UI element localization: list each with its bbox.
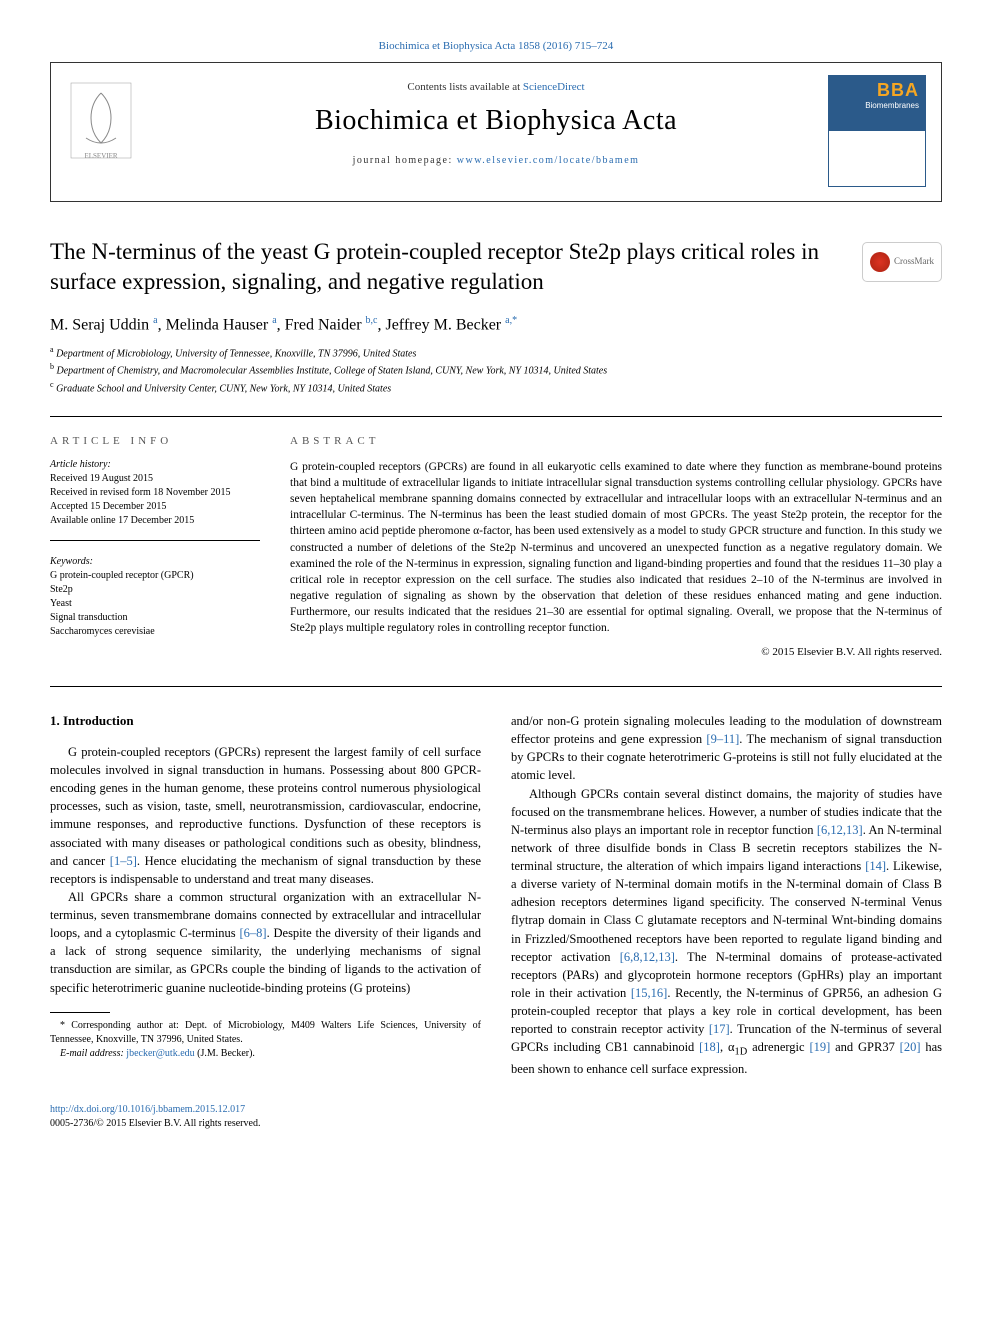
body-paragraph: Although GPCRs contain several distinct … — [511, 785, 942, 1078]
history-line: Received 19 August 2015 — [50, 472, 260, 486]
history-label: Article history: — [50, 459, 260, 470]
info-abstract-row: ARTICLE INFO Article history: Received 1… — [50, 417, 942, 686]
body-text: . Likewise, a diverse variety of N-termi… — [511, 859, 942, 964]
aff-sup: c — [50, 380, 54, 389]
aff-text: Department of Microbiology, University o… — [56, 348, 416, 359]
email-label: E-mail address: — [60, 1048, 126, 1059]
body-text: and GPR37 — [830, 1040, 899, 1054]
affiliation: b Department of Chemistry, and Macromole… — [50, 361, 942, 378]
svg-text:ELSEVIER: ELSEVIER — [84, 152, 117, 160]
title-text: The N-terminus of the yeast G protein-co… — [50, 239, 819, 294]
history-block: Article history: Received 19 August 2015… — [50, 459, 260, 541]
aff-sup: a — [50, 345, 54, 354]
history-line: Accepted 15 December 2015 — [50, 500, 260, 514]
header-center: Contents lists available at ScienceDirec… — [51, 63, 941, 166]
elsevier-logo: ELSEVIER — [66, 78, 136, 163]
keyword: Signal transduction — [50, 611, 260, 625]
bba-logo-subtitle: Biomembranes — [829, 101, 925, 110]
page-footer: http://dx.doi.org/10.1016/j.bbamem.2015.… — [50, 1103, 942, 1131]
history-line: Received in revised form 18 November 201… — [50, 486, 260, 500]
page: Biochimica et Biophysica Acta 1858 (2016… — [0, 0, 992, 1161]
email-suffix: (J.M. Becker). — [195, 1048, 255, 1059]
doi-link[interactable]: http://dx.doi.org/10.1016/j.bbamem.2015.… — [50, 1104, 245, 1115]
homepage-prefix: journal homepage: — [353, 155, 457, 166]
keywords-label: Keywords: — [50, 556, 260, 567]
article-title: The N-terminus of the yeast G protein-co… — [50, 237, 942, 297]
sciencedirect-link[interactable]: ScienceDirect — [523, 81, 585, 93]
citation-link[interactable]: [20] — [900, 1040, 921, 1054]
citation-link[interactable]: [14] — [865, 859, 886, 873]
body-text: , α — [720, 1040, 735, 1054]
author: Jeffrey M. Becker — [385, 316, 501, 333]
journal-homepage: journal homepage: www.elsevier.com/locat… — [51, 155, 941, 166]
email-line: E-mail address: jbecker@utk.edu (J.M. Be… — [50, 1047, 481, 1061]
citation-link[interactable]: [1–5] — [110, 854, 137, 868]
body-text: G protein-coupled receptors (GPCRs) repr… — [50, 745, 481, 868]
email-link[interactable]: jbecker@utk.edu — [126, 1048, 194, 1059]
author: Fred Naider — [285, 316, 362, 333]
author-sup: a,* — [505, 315, 517, 326]
author-sup: a — [272, 315, 276, 326]
top-journal-citation: Biochimica et Biophysica Acta 1858 (2016… — [50, 40, 942, 52]
author-sup: b,c — [366, 315, 378, 326]
keyword: Saccharomyces cerevisiae — [50, 625, 260, 639]
crossmark-icon — [870, 252, 890, 272]
aff-text: Department of Chemistry, and Macromolecu… — [57, 366, 608, 377]
bba-cover-thumbnail: BBA Biomembranes — [828, 75, 926, 187]
journal-header-box: ELSEVIER Contents lists available at Sci… — [50, 62, 942, 202]
author-sup: a — [153, 315, 157, 326]
aff-sup: b — [50, 362, 54, 371]
divider — [50, 686, 942, 687]
homepage-link[interactable]: www.elsevier.com/locate/bbamem — [457, 155, 640, 166]
body-paragraph: G protein-coupled receptors (GPCRs) repr… — [50, 743, 481, 888]
citation-link[interactable]: [18] — [699, 1040, 720, 1054]
aff-text: Graduate School and University Center, C… — [56, 383, 391, 394]
abstract-text: G protein-coupled receptors (GPCRs) are … — [290, 459, 942, 636]
affiliation: c Graduate School and University Center,… — [50, 379, 942, 396]
citation-link[interactable]: [19] — [809, 1040, 830, 1054]
keywords-block: Keywords: G protein-coupled receptor (GP… — [50, 556, 260, 651]
article-info-label: ARTICLE INFO — [50, 435, 260, 447]
affiliation: a Department of Microbiology, University… — [50, 344, 942, 361]
journal-name: Biochimica et Biophysica Acta — [51, 105, 941, 137]
copyright-line: © 2015 Elsevier B.V. All rights reserved… — [290, 646, 942, 658]
intro-heading: 1. Introduction — [50, 712, 481, 731]
citation-link[interactable]: [9–11] — [706, 732, 739, 746]
abstract-label: ABSTRACT — [290, 435, 942, 447]
contents-line: Contents lists available at ScienceDirec… — [51, 81, 941, 93]
subscript: 1D — [735, 1047, 748, 1058]
keyword: G protein-coupled receptor (GPCR) — [50, 569, 260, 583]
keyword: Yeast — [50, 597, 260, 611]
body-two-column: 1. Introduction G protein-coupled recept… — [50, 712, 942, 1078]
crossmark-label: CrossMark — [894, 256, 934, 268]
issn-copyright: 0005-2736/© 2015 Elsevier B.V. All right… — [50, 1118, 260, 1129]
citation-link[interactable]: [6,12,13] — [817, 823, 863, 837]
article-info-column: ARTICLE INFO Article history: Received 1… — [50, 435, 260, 666]
affiliations: a Department of Microbiology, University… — [50, 344, 942, 396]
contents-prefix: Contents lists available at — [407, 81, 522, 93]
citation-link[interactable]: [17] — [709, 1022, 730, 1036]
body-text: adrenergic — [747, 1040, 809, 1054]
abstract-column: ABSTRACT G protein-coupled receptors (GP… — [290, 435, 942, 666]
history-line: Available online 17 December 2015 — [50, 514, 260, 528]
footnote-block: * Corresponding author at: Dept. of Micr… — [50, 1012, 481, 1061]
authors-line: M. Seraj Uddin a, Melinda Hauser a, Fred… — [50, 315, 942, 334]
citation-link[interactable]: [6,8,12,13] — [620, 950, 675, 964]
author: Melinda Hauser — [166, 316, 269, 333]
citation-link[interactable]: [15,16] — [631, 986, 667, 1000]
corresponding-author: * Corresponding author at: Dept. of Micr… — [50, 1019, 481, 1047]
body-paragraph: and/or non-G protein signaling molecules… — [511, 712, 942, 785]
body-paragraph: All GPCRs share a common structural orga… — [50, 888, 481, 997]
crossmark-badge[interactable]: CrossMark — [862, 242, 942, 282]
footnotes: * Corresponding author at: Dept. of Micr… — [50, 1019, 481, 1061]
keyword: Ste2p — [50, 583, 260, 597]
bba-logo-text: BBA — [829, 76, 925, 101]
citation-link[interactable]: [6–8] — [239, 926, 266, 940]
author: M. Seraj Uddin — [50, 316, 149, 333]
footnote-separator — [50, 1012, 110, 1013]
